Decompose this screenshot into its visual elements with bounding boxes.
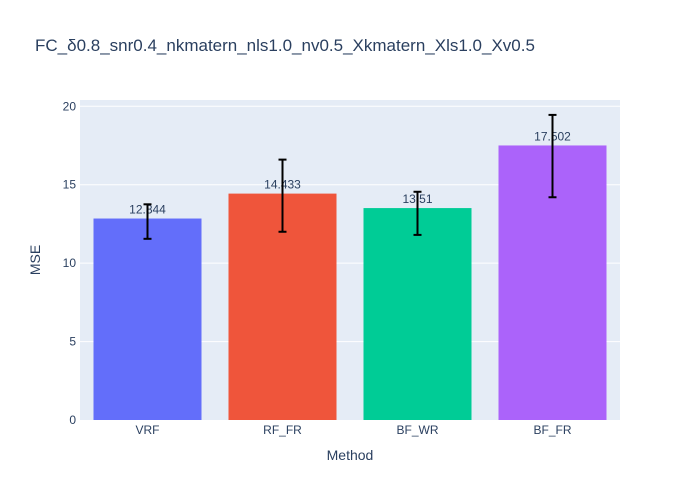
x-tick-label: RF_FR xyxy=(263,423,302,437)
x-tick-label: BF_FR xyxy=(533,423,571,437)
y-tick-label: 15 xyxy=(63,178,77,192)
x-axis-ticks: VRF RF_FR BF_WR BF_FR xyxy=(136,423,572,437)
y-axis-ticks: 0 5 10 15 20 xyxy=(63,99,77,427)
x-tick-label: VRF xyxy=(136,423,160,437)
y-tick-label: 10 xyxy=(63,256,77,270)
chart-title: FC_δ0.8_snr0.4_nkmatern_nls1.0_nv0.5_Xkm… xyxy=(35,36,535,55)
bar-bf-wr xyxy=(363,208,472,420)
error-bar xyxy=(548,113,557,199)
y-tick-label: 20 xyxy=(63,99,77,113)
error-bar xyxy=(413,190,422,236)
bar-vrf xyxy=(93,218,202,420)
error-bar xyxy=(143,203,152,240)
y-axis-title: MSE xyxy=(27,245,43,275)
bars: 12.84414.43313.5117.502 xyxy=(93,113,607,421)
x-axis-title: Method xyxy=(327,447,374,463)
y-tick-label: 0 xyxy=(69,413,76,427)
x-tick-label: BF_WR xyxy=(397,423,439,437)
y-tick-label: 5 xyxy=(69,335,76,349)
error-bar xyxy=(278,158,287,233)
